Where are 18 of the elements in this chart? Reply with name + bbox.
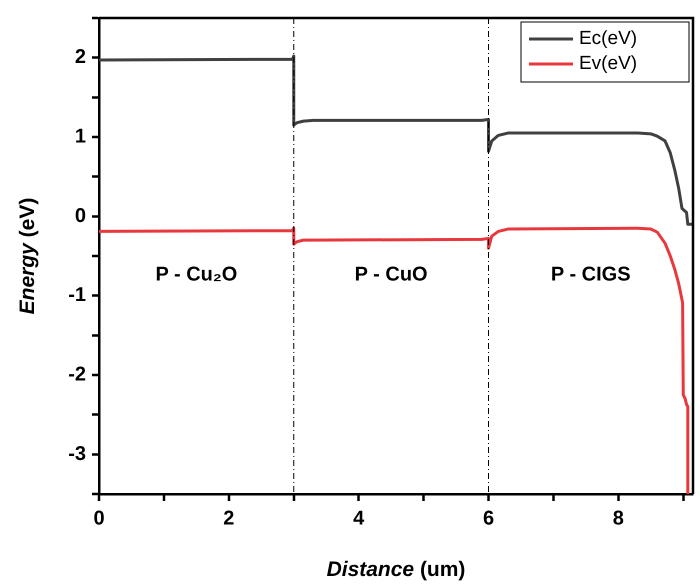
- y-tick-label: -2: [68, 364, 86, 386]
- annotation: P - CuO: [354, 264, 428, 286]
- x-tick-label: 4: [353, 508, 366, 530]
- x-axis-title: Distance (um): [326, 558, 466, 581]
- y-tick-label: -1: [68, 284, 86, 306]
- y-tick-label: 1: [74, 126, 86, 148]
- annotation: P - CIGS: [550, 264, 631, 286]
- y-tick-label: -3: [68, 442, 86, 465]
- y-tick-label: 2: [74, 46, 86, 68]
- y-axis-title: Energy (eV): [16, 198, 39, 314]
- y-tick-label: 0: [74, 204, 86, 227]
- legend-label: Ev(eV): [579, 53, 638, 74]
- legend-label: Ec(eV): [579, 28, 638, 50]
- annotation: P - Cu₂O: [155, 264, 238, 286]
- x-tick-label: 8: [612, 508, 624, 530]
- x-tick-label: 2: [223, 508, 234, 530]
- x-tick-label: 0: [93, 508, 105, 530]
- x-tick-label: 6: [482, 508, 494, 530]
